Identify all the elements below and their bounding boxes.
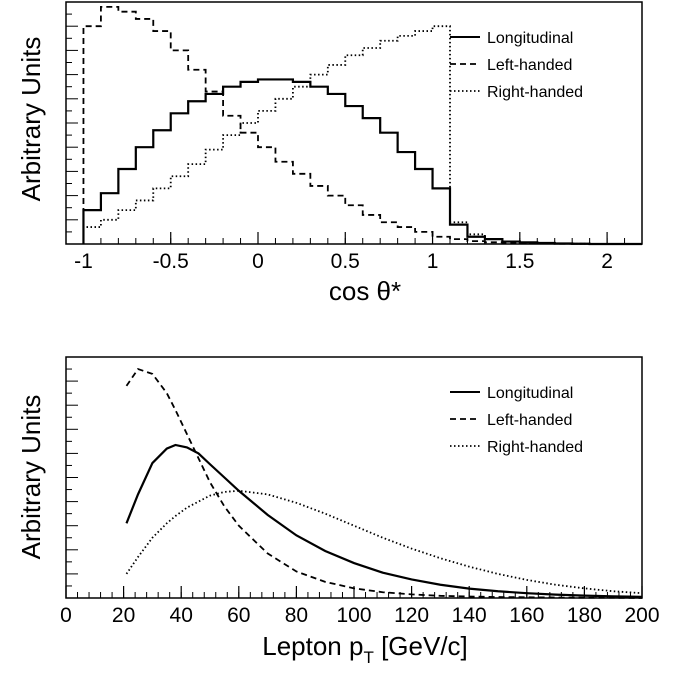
legend-entry: Left-handed xyxy=(487,57,572,74)
legend-lepton-pt: Longitudinal Left-handed Right-handed xyxy=(450,385,583,456)
x-tick-label: 200 xyxy=(624,604,659,627)
x-tick-label: 1.5 xyxy=(505,250,534,273)
x-tick-label: 2 xyxy=(601,250,613,273)
x-tick-label: 60 xyxy=(227,604,250,627)
x-axis-title-cos-theta: cos θ* xyxy=(329,276,401,306)
x-tick-label: 0 xyxy=(60,604,72,627)
legend-entry: Longitudinal xyxy=(487,385,573,402)
series-line-right-handed xyxy=(125,489,643,595)
x-tick-label: 80 xyxy=(285,604,308,627)
x-tick-label: -0.5 xyxy=(153,250,189,273)
x-tick-label: 120 xyxy=(394,604,429,627)
legend-cos-theta: Longitudinal Left-handed Right-handed xyxy=(450,30,583,101)
chart-lepton-pt: 0 20 40 60 80 100 120 140 160 180 200 Arbitrary Un… xyxy=(16,356,660,667)
series-line-left-handed xyxy=(125,367,643,599)
x-tick-label: 160 xyxy=(509,604,544,627)
series-line-left-handed xyxy=(82,5,642,245)
x-axis-cos-theta: -1 -0.5 0 0.5 1 1.5 2 xyxy=(65,232,643,273)
x-tick-label: 0 xyxy=(252,250,264,273)
series-line-longitudinal xyxy=(125,443,643,598)
y-axis-title-cos-theta: Arbitrary Units xyxy=(16,37,46,202)
legend-entry: Right-handed xyxy=(487,84,583,101)
chart-cos-theta: -1 -0.5 0 0.5 1 1.5 2 Arbitrary Units cos θ* L… xyxy=(16,1,643,306)
y-axis-lepton-pt xyxy=(66,356,78,599)
y-axis-cos-theta xyxy=(66,1,78,245)
x-tick-label: -1 xyxy=(74,250,93,273)
x-axis-title-subscript: T xyxy=(363,648,373,667)
x-axis-title-tail: [GeV/c] xyxy=(374,631,468,661)
legend-entry: Longitudinal xyxy=(487,30,573,47)
legend-entry: Right-handed xyxy=(487,439,583,456)
legend-entry: Left-handed xyxy=(487,412,572,429)
x-tick-label: 1 xyxy=(427,250,439,273)
x-axis-title-main: Lepton p xyxy=(262,631,363,661)
x-tick-label: 140 xyxy=(452,604,487,627)
x-tick-label: 40 xyxy=(170,604,193,627)
y-axis-title-lepton-pt: Arbitrary Units xyxy=(16,395,46,560)
x-tick-label: 100 xyxy=(336,604,371,627)
x-axis-lepton-pt: 0 20 40 60 80 100 120 140 160 180 200 xyxy=(60,586,660,627)
x-tick-label: 180 xyxy=(567,604,602,627)
x-axis-title-lepton-pt: Lepton pT [GeV/c] xyxy=(262,631,468,667)
x-tick-label: 20 xyxy=(112,604,135,627)
x-tick-label: 0.5 xyxy=(331,250,360,273)
series-line-longitudinal xyxy=(82,78,642,246)
